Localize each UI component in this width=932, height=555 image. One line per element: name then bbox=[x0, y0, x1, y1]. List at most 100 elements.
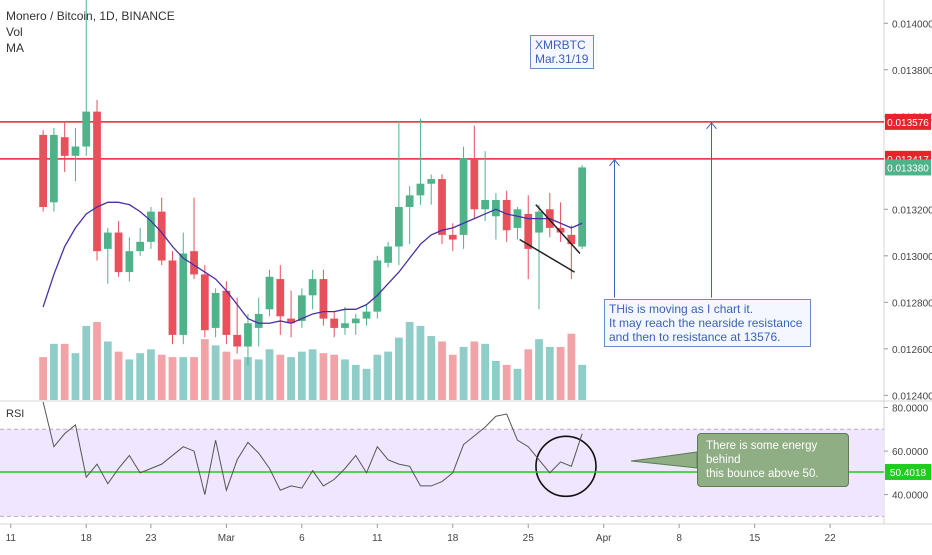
ma-indicator-label[interactable]: MA bbox=[6, 41, 24, 55]
candle-body bbox=[394, 206, 403, 247]
volume-bar bbox=[157, 354, 166, 400]
rsi-reference-label: 50.4018 bbox=[890, 468, 927, 479]
volume-bar bbox=[190, 357, 198, 400]
resistance-line-layer bbox=[0, 121, 884, 160]
volume-bar bbox=[114, 351, 123, 400]
volume-bar bbox=[492, 361, 500, 400]
candle-body bbox=[556, 227, 565, 233]
volume-bar bbox=[556, 346, 565, 400]
note-annotation-line: and then to resistance at 13576. bbox=[609, 330, 781, 344]
last-price-label: 0.013380 bbox=[887, 163, 929, 174]
drawing-layer bbox=[519, 122, 717, 498]
volume-bar bbox=[319, 353, 328, 400]
volume-bar bbox=[567, 333, 576, 400]
price-tick-label: 0.013800 bbox=[892, 66, 932, 77]
volume-bar bbox=[71, 353, 80, 400]
title-annotation-line: Mar.31/19 bbox=[535, 52, 589, 66]
candle-body bbox=[502, 200, 511, 231]
candle-body bbox=[438, 179, 446, 235]
volume-bar bbox=[502, 364, 511, 400]
price-tick-label: 0.013200 bbox=[892, 205, 932, 216]
vol-indicator-label[interactable]: Vol bbox=[6, 25, 23, 39]
volume-bar bbox=[103, 341, 112, 400]
candle-body bbox=[168, 260, 177, 335]
candle-body bbox=[481, 200, 490, 210]
time-tick-label: 18 bbox=[81, 533, 93, 544]
candle-body bbox=[211, 293, 220, 328]
volume-bar bbox=[427, 336, 436, 400]
volume-bar bbox=[470, 341, 479, 400]
time-tick-label: 23 bbox=[145, 533, 157, 544]
volume-bar bbox=[438, 341, 446, 400]
volume-bar bbox=[93, 322, 101, 400]
candle-body bbox=[427, 179, 436, 184]
note-annotation-line: It may reach the nearside resistance bbox=[609, 316, 803, 330]
volume-bar bbox=[524, 349, 533, 400]
time-tick-label: 22 bbox=[825, 533, 837, 544]
candle-body bbox=[39, 134, 48, 207]
note-annotation[interactable]: THis is moving as I chart it. It may rea… bbox=[604, 299, 811, 347]
volume-bar bbox=[545, 346, 554, 400]
price-tick-label: 0.012400 bbox=[892, 391, 932, 402]
ma-layer bbox=[42, 201, 583, 324]
volume-bar bbox=[244, 357, 252, 400]
candle-body bbox=[492, 200, 500, 217]
axis-layer: 0.0140000.0138000.0136000.0132000.013000… bbox=[6, 19, 932, 544]
resistance-price-tag bbox=[885, 113, 931, 130]
rsi-callout[interactable]: There is some energy behind this bounce … bbox=[697, 433, 849, 487]
chart-header: Monero / Bitcoin, 1D, BINANCE Vol MA bbox=[6, 8, 175, 56]
time-tick-label: Mar bbox=[218, 533, 236, 544]
volume-bar bbox=[233, 359, 242, 400]
rsi-tick-label: 40.0000 bbox=[892, 491, 929, 502]
title-annotation-line: XMRBTC bbox=[535, 38, 586, 52]
candle-body bbox=[276, 279, 285, 317]
target-arrowhead bbox=[609, 159, 620, 167]
candle-body bbox=[416, 183, 425, 196]
candle-body bbox=[244, 323, 252, 347]
candle-layer bbox=[39, 0, 587, 366]
candle-body bbox=[351, 318, 360, 324]
volume-bar bbox=[168, 357, 177, 400]
volume-bar bbox=[481, 343, 490, 400]
volume-bar bbox=[265, 349, 274, 400]
candle-body bbox=[470, 158, 479, 210]
candle-body bbox=[136, 241, 145, 252]
candle-body bbox=[93, 111, 101, 252]
volume-bar bbox=[535, 339, 543, 400]
volume-bar bbox=[222, 351, 231, 400]
volume-bar bbox=[287, 357, 295, 400]
rsi-reference-tag bbox=[885, 463, 931, 480]
volume-bar bbox=[448, 354, 457, 400]
volume-bar bbox=[362, 368, 371, 400]
volume-bar bbox=[276, 354, 285, 400]
candle-body bbox=[308, 279, 317, 296]
candle-body bbox=[82, 111, 91, 147]
candle-body bbox=[513, 209, 522, 228]
time-tick-label: 18 bbox=[447, 533, 459, 544]
rsi-line bbox=[42, 401, 583, 495]
candle-body bbox=[362, 311, 371, 319]
wedge-upper-line bbox=[535, 204, 581, 254]
volume-bar bbox=[394, 337, 403, 400]
rsi-tick-label: 80.0000 bbox=[892, 404, 929, 415]
candle-body bbox=[254, 313, 263, 328]
volume-bar bbox=[136, 353, 145, 400]
time-tick-label: 8 bbox=[676, 533, 682, 544]
volume-bar bbox=[578, 364, 587, 400]
volume-bar bbox=[200, 339, 209, 400]
volume-bar bbox=[125, 359, 134, 400]
candle-body bbox=[459, 158, 468, 235]
volume-bar bbox=[384, 351, 392, 400]
candle-body bbox=[222, 290, 231, 335]
volume-bar bbox=[254, 359, 263, 400]
price-tick-label: 0.013000 bbox=[892, 252, 932, 263]
candle-body bbox=[330, 318, 339, 328]
volume-bar bbox=[297, 351, 306, 400]
title-annotation[interactable]: XMRBTC Mar.31/19 bbox=[530, 35, 594, 69]
candle-body bbox=[405, 195, 414, 207]
resistance-price-label: 0.013576 bbox=[887, 118, 929, 129]
volume-bar bbox=[351, 364, 360, 400]
time-tick-label: 15 bbox=[749, 533, 761, 544]
candle-body bbox=[60, 137, 69, 156]
